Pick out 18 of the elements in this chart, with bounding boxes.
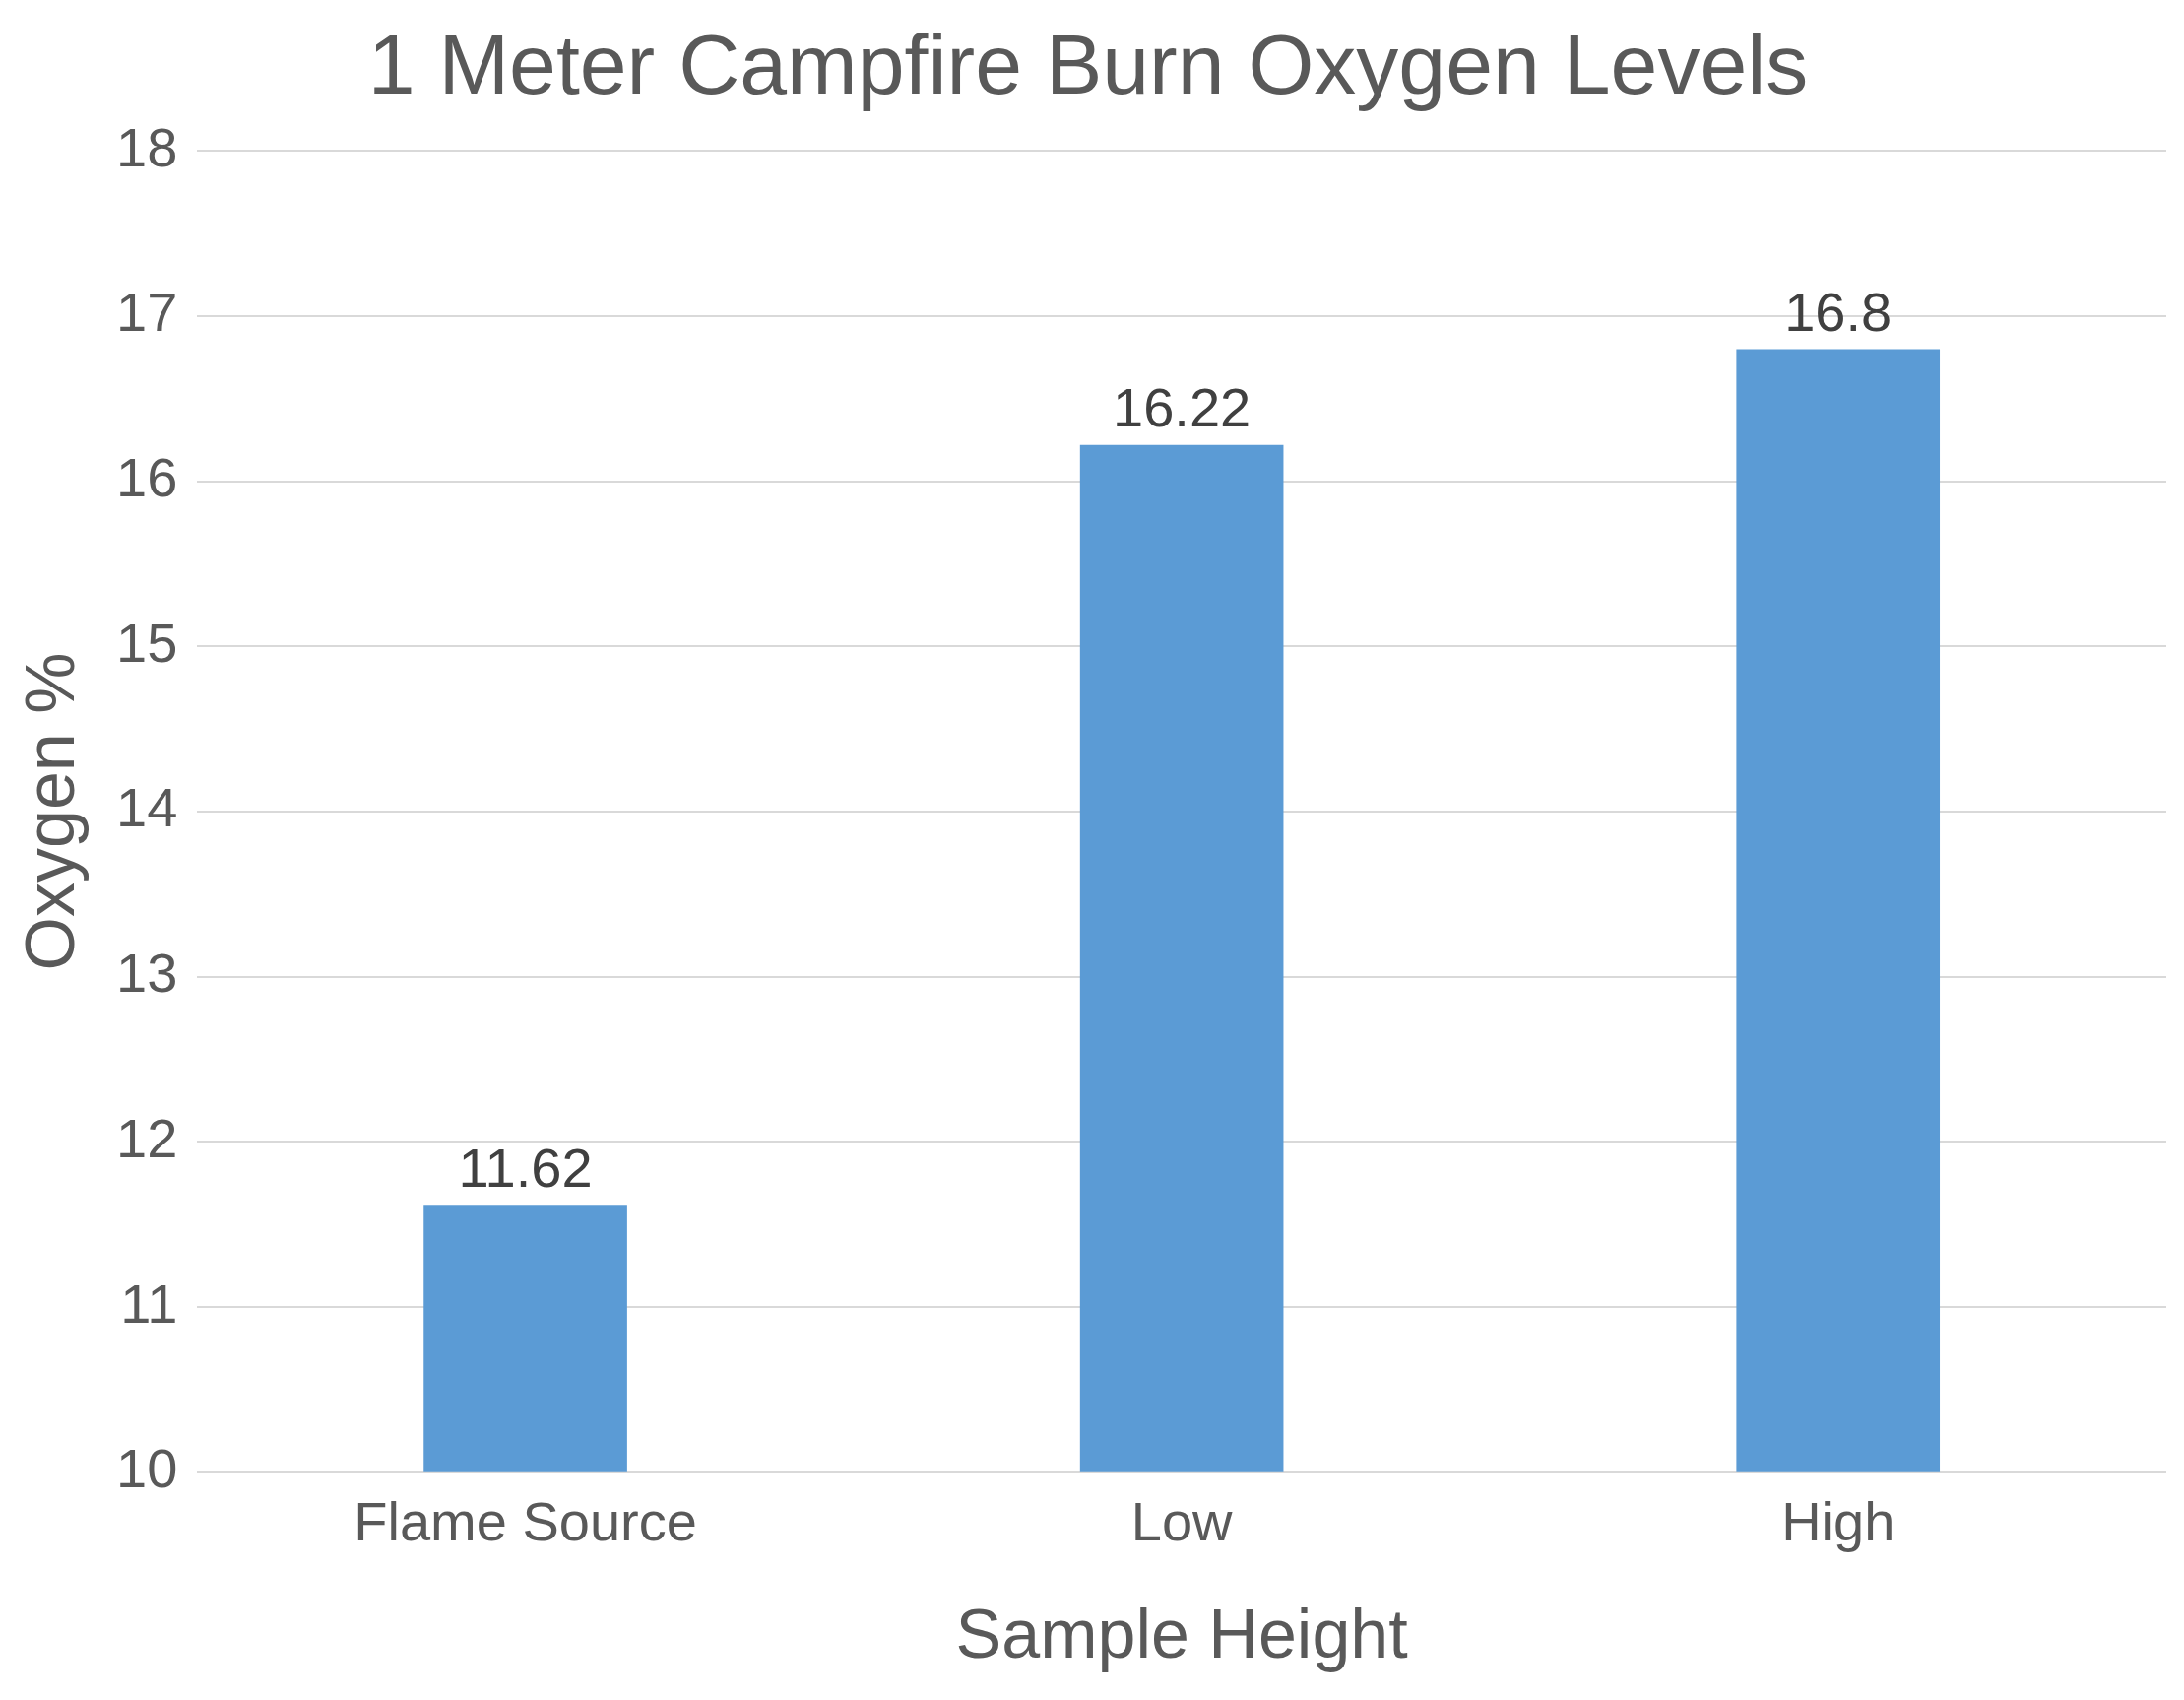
y-tick-label: 12 [115,1106,178,1169]
x-tick-label: Flame Source [353,1489,697,1552]
y-axis-title: Oxygen % [12,652,90,971]
y-tick-label: 10 [115,1437,178,1500]
x-tick-label: Low [1130,1489,1234,1552]
data-label: 16.8 [1784,280,1893,343]
y-tick-label: 11 [120,1272,178,1335]
data-label: 11.62 [458,1136,593,1199]
y-tick-label: 17 [115,281,178,344]
data-label: 16.22 [1113,376,1252,439]
y-tick-label: 16 [115,446,178,509]
y-tick-label: 13 [115,942,178,1005]
x-tick-label: High [1781,1489,1895,1552]
x-axis-title: Sample Height [955,1596,1408,1673]
y-tick-label: 15 [115,611,178,674]
y-tick-label: 18 [115,115,178,178]
y-tick-label: 14 [115,776,178,839]
chart-title: 1 Meter Campfire Burn Oxygen Levels [367,17,1809,112]
